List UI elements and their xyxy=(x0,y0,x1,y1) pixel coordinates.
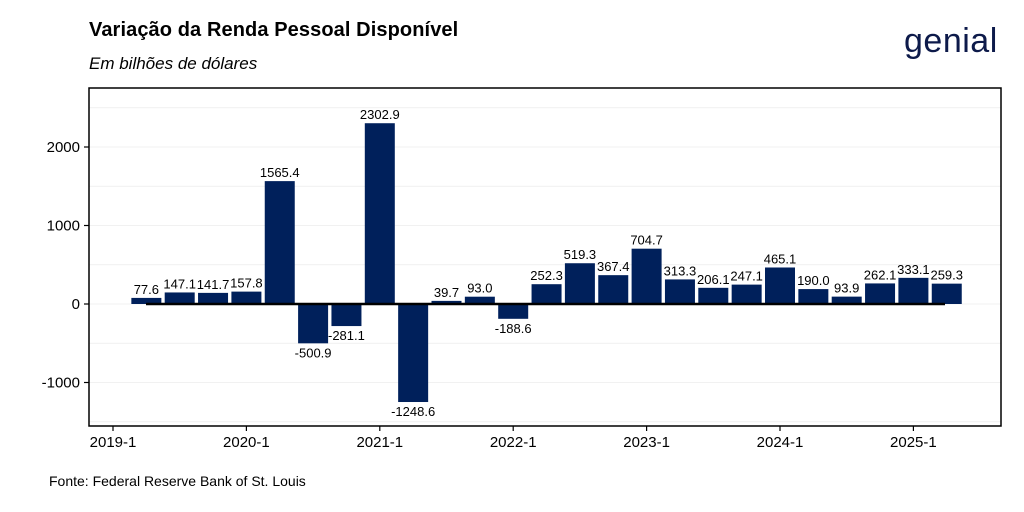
data-label: 704.7 xyxy=(630,233,663,248)
bar xyxy=(898,277,929,304)
x-tick-label: 2019-1 xyxy=(90,434,137,451)
data-label: 313.3 xyxy=(664,263,697,278)
x-tick-label: 2025-1 xyxy=(890,434,937,451)
bar xyxy=(531,284,562,304)
bar xyxy=(631,248,662,304)
bar xyxy=(765,267,795,304)
y-tick-label: 1000 xyxy=(47,218,80,235)
plot-frame xyxy=(88,87,1002,427)
genial-logo: genial xyxy=(904,22,998,60)
bar xyxy=(664,279,695,304)
data-label: 141.7 xyxy=(197,277,230,292)
x-tick-label: 2020-1 xyxy=(223,434,270,451)
bar xyxy=(831,296,862,304)
bar xyxy=(564,263,595,304)
bar xyxy=(264,181,295,304)
source-note: Fonte: Federal Reserve Bank of St. Louis xyxy=(49,473,306,489)
data-label: 1565.4 xyxy=(260,165,300,180)
data-label: 262.1 xyxy=(864,267,897,282)
data-label: -500.9 xyxy=(295,345,332,360)
chart-subtitle: Em bilhões de dólares xyxy=(89,54,258,73)
bar xyxy=(865,283,896,304)
data-label: -1248.6 xyxy=(391,404,435,419)
y-tick-label: -1000 xyxy=(42,375,80,392)
data-label: 252.3 xyxy=(530,268,563,283)
chart-title: Variação da Renda Pessoal Disponível xyxy=(89,19,459,41)
x-tick-label: 2024-1 xyxy=(757,434,804,451)
data-label: 367.4 xyxy=(597,259,630,274)
bar xyxy=(498,304,529,319)
data-label: 206.1 xyxy=(697,272,730,287)
data-label: 333.1 xyxy=(897,262,930,277)
data-label: 259.3 xyxy=(930,268,963,283)
bar xyxy=(131,297,162,304)
bar xyxy=(298,304,329,344)
x-tick-label: 2023-1 xyxy=(623,434,670,451)
bar xyxy=(431,300,462,304)
data-label: 247.1 xyxy=(730,269,763,284)
data-label: 39.7 xyxy=(434,285,459,300)
bar xyxy=(798,289,829,304)
bar xyxy=(464,296,495,304)
bar xyxy=(931,283,962,304)
bar xyxy=(698,287,729,304)
y-tick-label: 2000 xyxy=(47,139,80,156)
bar xyxy=(198,292,229,304)
bar xyxy=(164,292,195,304)
data-label: 519.3 xyxy=(564,247,597,262)
x-tick-label: 2021-1 xyxy=(356,434,403,451)
data-label: 77.6 xyxy=(134,282,159,297)
x-tick-label: 2022-1 xyxy=(490,434,537,451)
bar xyxy=(331,304,362,327)
data-label: 93.9 xyxy=(834,281,859,296)
bar xyxy=(364,123,395,304)
data-label: 2302.9 xyxy=(360,107,400,122)
data-label: 465.1 xyxy=(764,251,797,266)
data-label: 93.0 xyxy=(467,281,492,296)
data-label: -281.1 xyxy=(328,328,365,343)
bar xyxy=(231,291,262,304)
bar xyxy=(731,284,762,304)
data-label: 157.8 xyxy=(230,276,263,291)
data-label: -188.6 xyxy=(495,321,532,336)
bar xyxy=(598,275,629,304)
data-label: 190.0 xyxy=(797,273,830,288)
data-label: 147.1 xyxy=(163,276,196,291)
bar xyxy=(398,304,429,403)
y-tick-label: 0 xyxy=(72,296,80,313)
